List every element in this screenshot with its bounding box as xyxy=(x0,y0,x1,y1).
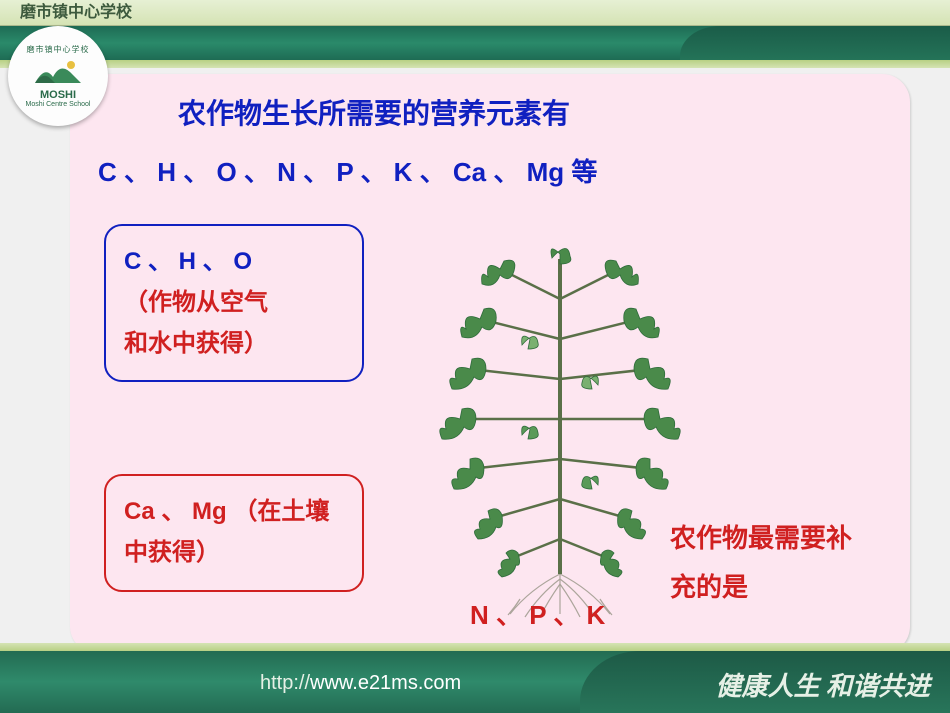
logo-top-text: 磨市镇中心学校 xyxy=(27,44,90,55)
school-logo: 磨市镇中心学校 MOSHI Moshi Centre School xyxy=(8,26,108,126)
box-cho-elements: C 、 H 、 O xyxy=(124,242,344,283)
url-text: www.e21ms.com xyxy=(310,672,461,694)
mountain-icon xyxy=(33,57,83,87)
logo-sub-text: Moshi Centre School xyxy=(26,101,91,108)
page-title: 农作物生长所需要的营养元素有 xyxy=(178,92,882,132)
box-cho-note-2: 和水中获得） xyxy=(124,324,344,365)
header-top-bar: 磨市镇中心学校 xyxy=(0,0,950,26)
logo-main-text: MOSHI xyxy=(40,89,76,101)
school-name: 磨市镇中心学校 xyxy=(20,4,132,21)
box-camg: Ca 、 Mg （在土壤中获得） xyxy=(104,474,364,592)
box-camg-text: Ca 、 Mg （在土壤中获得） xyxy=(124,498,329,566)
supplement-npk: N 、 P 、 K xyxy=(470,595,605,632)
footer-accent xyxy=(0,643,950,651)
supplement-note: 农作物最需要补 充的是 xyxy=(670,514,900,613)
supplement-line-2: 充的是 xyxy=(670,563,900,612)
footer-url: http://www.e21ms.com xyxy=(260,672,461,695)
footer-slogan: 健康人生 和谐共进 xyxy=(715,666,930,703)
header-curve xyxy=(680,26,950,60)
elements-list: C 、 H 、 O 、 N 、 P 、 K 、 Ca 、 Mg 等 xyxy=(98,152,882,189)
content-card: 农作物生长所需要的营养元素有 C 、 H 、 O 、 N 、 P 、 K 、 C… xyxy=(70,74,910,654)
url-prefix: http:// xyxy=(260,672,310,694)
header-accent xyxy=(0,60,950,68)
box-cho: C 、 H 、 O （作物从空气 和水中获得） xyxy=(104,224,364,382)
supplement-line-1: 农作物最需要补 xyxy=(670,514,900,563)
box-cho-note-1: （作物从空气 xyxy=(124,283,344,324)
